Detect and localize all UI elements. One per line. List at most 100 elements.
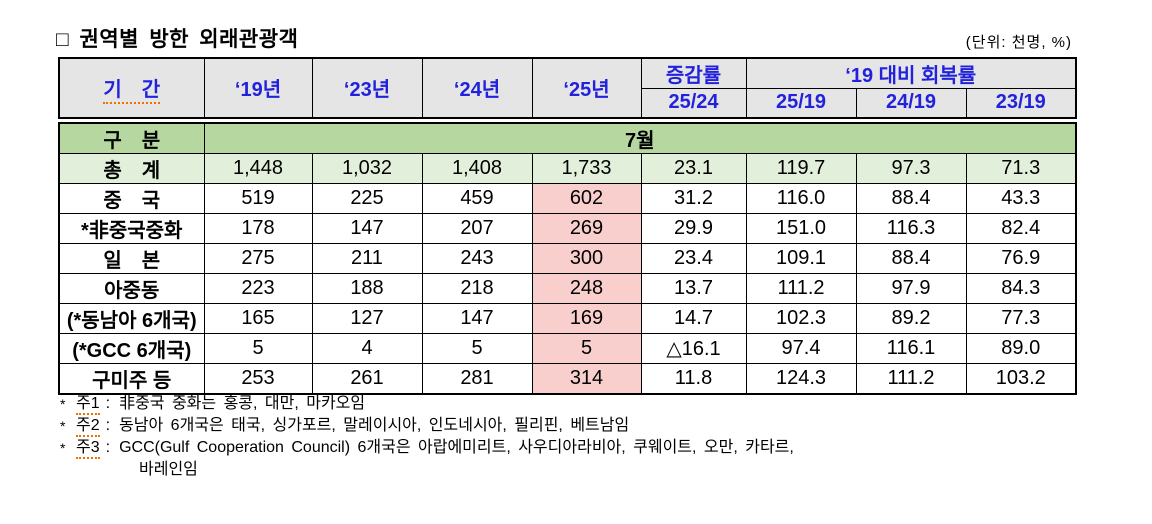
table-row-southeast-asia: (*동남아 6개국) 165 127 147 169 14.7 102.3 89…: [58, 303, 1077, 334]
table-cell: 211: [311, 243, 423, 274]
table-cell-highlighted: 169: [531, 303, 642, 334]
category-header-row: 구 분 7월: [58, 122, 1077, 154]
footnote-bullet: *: [60, 396, 66, 412]
table-cell: 275: [203, 243, 313, 274]
row-label: 총 계: [58, 153, 205, 184]
header-cell-year-19: ‘19년: [203, 57, 313, 118]
table-cell: 71.3: [965, 153, 1077, 184]
header-row-1: 기 간 ‘19년 ‘23년 ‘24년 ‘25년 증감률 ‘19 대비 회복률: [58, 57, 1077, 118]
table-cell: 43.3: [965, 183, 1077, 214]
footnote-bullet: *: [60, 440, 66, 456]
table-cell-highlighted: 248: [531, 273, 642, 304]
table-cell: 127: [311, 303, 423, 334]
period-header-table: 기 간 ‘19년 ‘23년 ‘24년 ‘25년 증감률 ‘19 대비 회복률 2…: [58, 57, 1077, 119]
footnote-1: * 주1: 非중국 중화는 홍콩, 대만, 마카오임: [60, 393, 794, 415]
header-cell-period: 기 간: [58, 57, 205, 118]
table-cell: 119.7: [745, 153, 857, 184]
table-cell: 31.2: [640, 183, 747, 214]
table-cell: 1,408: [421, 153, 533, 184]
header-cell-year-24: ‘24년: [421, 57, 533, 118]
table-cell: 97.3: [855, 153, 967, 184]
table-row-non-china-chinese: *非중국중화 178 147 207 269 29.9 151.0 116.3 …: [58, 213, 1077, 244]
row-label: 아중동: [58, 273, 205, 304]
footnote-tag: 주2: [76, 417, 100, 437]
footnote-text: 동남아 6개국은 태국, 싱가포르, 말레이시아, 인도네시아, 필리핀, 베트…: [119, 417, 630, 434]
table-cell: 223: [203, 273, 313, 304]
table-cell: 124.3: [745, 363, 857, 395]
footnote-3: * 주3: GCC(Gulf Cooperation Council) 6개국은 아…: [60, 437, 794, 459]
table-row-japan: 일 본 275 211 243 300 23.4 109.1 88.4 76.9: [58, 243, 1077, 274]
table-cell: 102.3: [745, 303, 857, 334]
table-cell: 76.9: [965, 243, 1077, 274]
table-cell: 225: [311, 183, 423, 214]
row-label: 일 본: [58, 243, 205, 274]
header-cell-year-23: ‘23년: [311, 57, 423, 118]
row-label-text: *非중국중화: [81, 220, 183, 243]
table-cell: 13.7: [640, 273, 747, 304]
footnote-colon: :: [105, 417, 111, 434]
page-title: □ 권역별 방한 외래관광객: [56, 28, 299, 51]
table-cell: 1,448: [203, 153, 313, 184]
table-row-china: 중 국 519 225 459 602 31.2 116.0 88.4 43.3: [58, 183, 1077, 214]
table-cell: 97.9: [855, 273, 967, 304]
table-cell: 89.2: [855, 303, 967, 334]
table-cell: 281: [421, 363, 533, 395]
table-cell: 77.3: [965, 303, 1077, 334]
table-cell: 178: [203, 213, 313, 244]
footnote-tag: 주1: [76, 395, 100, 415]
table-row-europe-america: 구미주 등 253 261 281 314 11.8 124.3 111.2 1…: [58, 363, 1077, 395]
period-label: 기 간: [103, 79, 161, 105]
footnote-text: GCC(Gulf Cooperation Council) 6개국은 아랍에미리…: [119, 439, 794, 456]
footnote-bullet: *: [60, 418, 66, 434]
table-cell-highlighted: 269: [531, 213, 642, 244]
table-cell: 88.4: [855, 243, 967, 274]
table-cell: 97.4: [745, 333, 857, 364]
row-label: (*GCC 6개국): [58, 333, 205, 364]
footnote-colon: :: [105, 439, 111, 456]
table-cell: 111.2: [855, 363, 967, 395]
header-row-2: 25/24 25/19 24/19 23/19: [59, 88, 1077, 118]
table-cell: 459: [421, 183, 533, 214]
table-cell: 188: [311, 273, 423, 304]
table-cell: 84.3: [965, 273, 1077, 304]
footnote-text: 非중국 중화는 홍콩, 대만, 마카오임: [119, 395, 366, 412]
table-cell: 88.4: [855, 183, 967, 214]
header-cell-year-25: ‘25년: [531, 57, 642, 118]
row-label: *非중국중화: [58, 213, 205, 244]
table-cell: 1,733: [531, 153, 642, 184]
table-cell: 218: [421, 273, 533, 304]
table-cell: 23.1: [640, 153, 747, 184]
table-cell: 147: [421, 303, 533, 334]
month-cell: 7월: [203, 122, 1077, 154]
table-cell: 5: [421, 333, 533, 364]
table-cell: 11.8: [640, 363, 747, 395]
table-cell: 151.0: [745, 213, 857, 244]
table-cell: △16.1: [640, 333, 747, 364]
category-header-cell: 구 분: [58, 122, 205, 154]
header-cell-25-19: 25/19: [745, 88, 857, 118]
table-cell: 23.4: [640, 243, 747, 274]
table-cell: 89.0: [965, 333, 1077, 364]
table-cell: 14.7: [640, 303, 747, 334]
table-cell: 261: [311, 363, 423, 395]
table-cell: 165: [203, 303, 313, 334]
row-label-text: 구미주 등: [92, 370, 172, 394]
table-cell: 243: [421, 243, 533, 274]
table-cell-highlighted: 314: [531, 363, 642, 395]
header-cell-recovery: ‘19 대비 회복률: [745, 57, 1077, 89]
unit-label: (단위: 천명, %): [965, 34, 1072, 51]
header-cell-23-19: 23/19: [965, 88, 1077, 118]
table-row-gcc: (*GCC 6개국) 5 4 5 5 △16.1 97.4 116.1 89.0: [58, 333, 1077, 364]
footnote-colon: :: [105, 395, 111, 412]
row-label: (*동남아 6개국): [58, 303, 205, 334]
table-row-asia-middle-east: 아중동 223 188 218 248 13.7 111.2 97.9 84.3: [58, 273, 1077, 304]
row-label-text: 아중동: [104, 280, 160, 303]
table-cell: 1,032: [311, 153, 423, 184]
table-cell-highlighted: 5: [531, 333, 642, 364]
header-cell-24-19: 24/19: [855, 88, 967, 118]
row-label-text: 중 국: [103, 190, 161, 213]
table-cell-highlighted: 602: [531, 183, 642, 214]
table-cell: 111.2: [745, 273, 857, 304]
row-label: 구미주 등: [58, 363, 205, 395]
